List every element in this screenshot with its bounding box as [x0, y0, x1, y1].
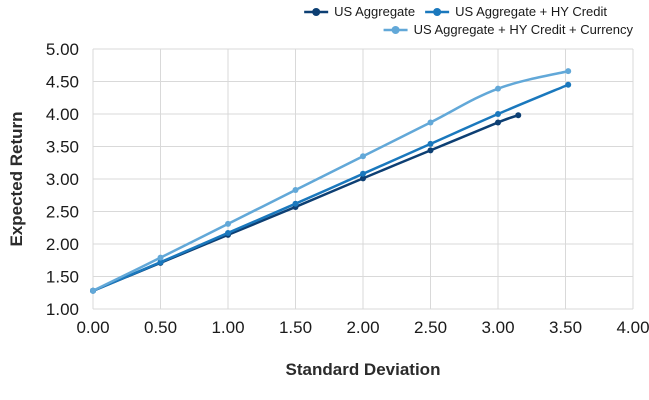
series-line: [92, 69, 569, 292]
data-point: [495, 85, 501, 92]
x-tick-label: 2.50: [414, 318, 447, 337]
series-line: [92, 83, 569, 292]
series-3: [90, 68, 572, 294]
x-tick-label: 4.00: [616, 318, 649, 337]
x-tick-label: 1.50: [279, 318, 312, 337]
data-point: [90, 287, 96, 294]
data-point: [292, 187, 299, 194]
series-layer: [90, 68, 572, 294]
data-point: [515, 112, 522, 119]
data-point: [427, 119, 434, 126]
y-tick-label: 1.50: [46, 268, 79, 287]
data-point: [292, 200, 299, 207]
data-point: [225, 229, 231, 236]
x-axis-title: Standard Deviation: [286, 360, 441, 379]
y-tick-label: 5.00: [46, 40, 79, 59]
data-point: [495, 111, 501, 117]
y-tick-label: 1.00: [46, 300, 79, 319]
x-tick-label: 3.00: [481, 318, 514, 337]
x-tick-label: 3.50: [549, 318, 582, 337]
x-tick-label: 0.50: [144, 318, 177, 337]
x-tick-label: 2.00: [346, 318, 379, 337]
x-tick-label: 0.00: [76, 318, 109, 337]
y-tick-label: 4.50: [46, 73, 79, 92]
data-point: [360, 170, 366, 177]
legend-label: US Aggregate: [334, 4, 415, 19]
x-tick-label: 1.00: [211, 318, 244, 337]
y-tick-label: 2.00: [46, 235, 79, 254]
legend-item: US Aggregate + HY Credit + Currency: [383, 22, 634, 37]
data-point: [225, 220, 231, 227]
data-point: [565, 81, 572, 88]
data-point: [565, 68, 572, 75]
legend-item: US Aggregate + HY Credit: [425, 4, 607, 19]
data-point: [427, 147, 434, 154]
legend-item: US Aggregate: [304, 4, 415, 19]
y-axis-title: Expected Return: [7, 111, 26, 246]
legend-marker: [312, 8, 321, 16]
legend: US Aggregate + HY Credit US Aggregate US A…: [304, 4, 633, 37]
tick-layer: 1.00 1.50 2.00 2.50 3.00 3.50 4.00 4.50 5.00 0.00…: [46, 40, 649, 337]
data-point: [157, 254, 164, 261]
y-tick-label: 2.50: [46, 203, 79, 222]
legend-marker: [391, 26, 400, 34]
data-point: [495, 119, 501, 126]
y-tick-label: 4.00: [46, 105, 79, 124]
legend-label: US Aggregate + HY Credit + Currency: [414, 22, 634, 37]
y-tick-label: 3.50: [46, 138, 79, 157]
series-1: [90, 112, 522, 294]
legend-marker: [433, 8, 442, 16]
data-point: [360, 175, 366, 182]
legend-label: US Aggregate + HY Credit: [455, 4, 607, 19]
data-point: [157, 259, 164, 266]
data-point: [360, 153, 366, 160]
data-point: [427, 140, 434, 147]
y-tick-label: 3.00: [46, 170, 79, 189]
